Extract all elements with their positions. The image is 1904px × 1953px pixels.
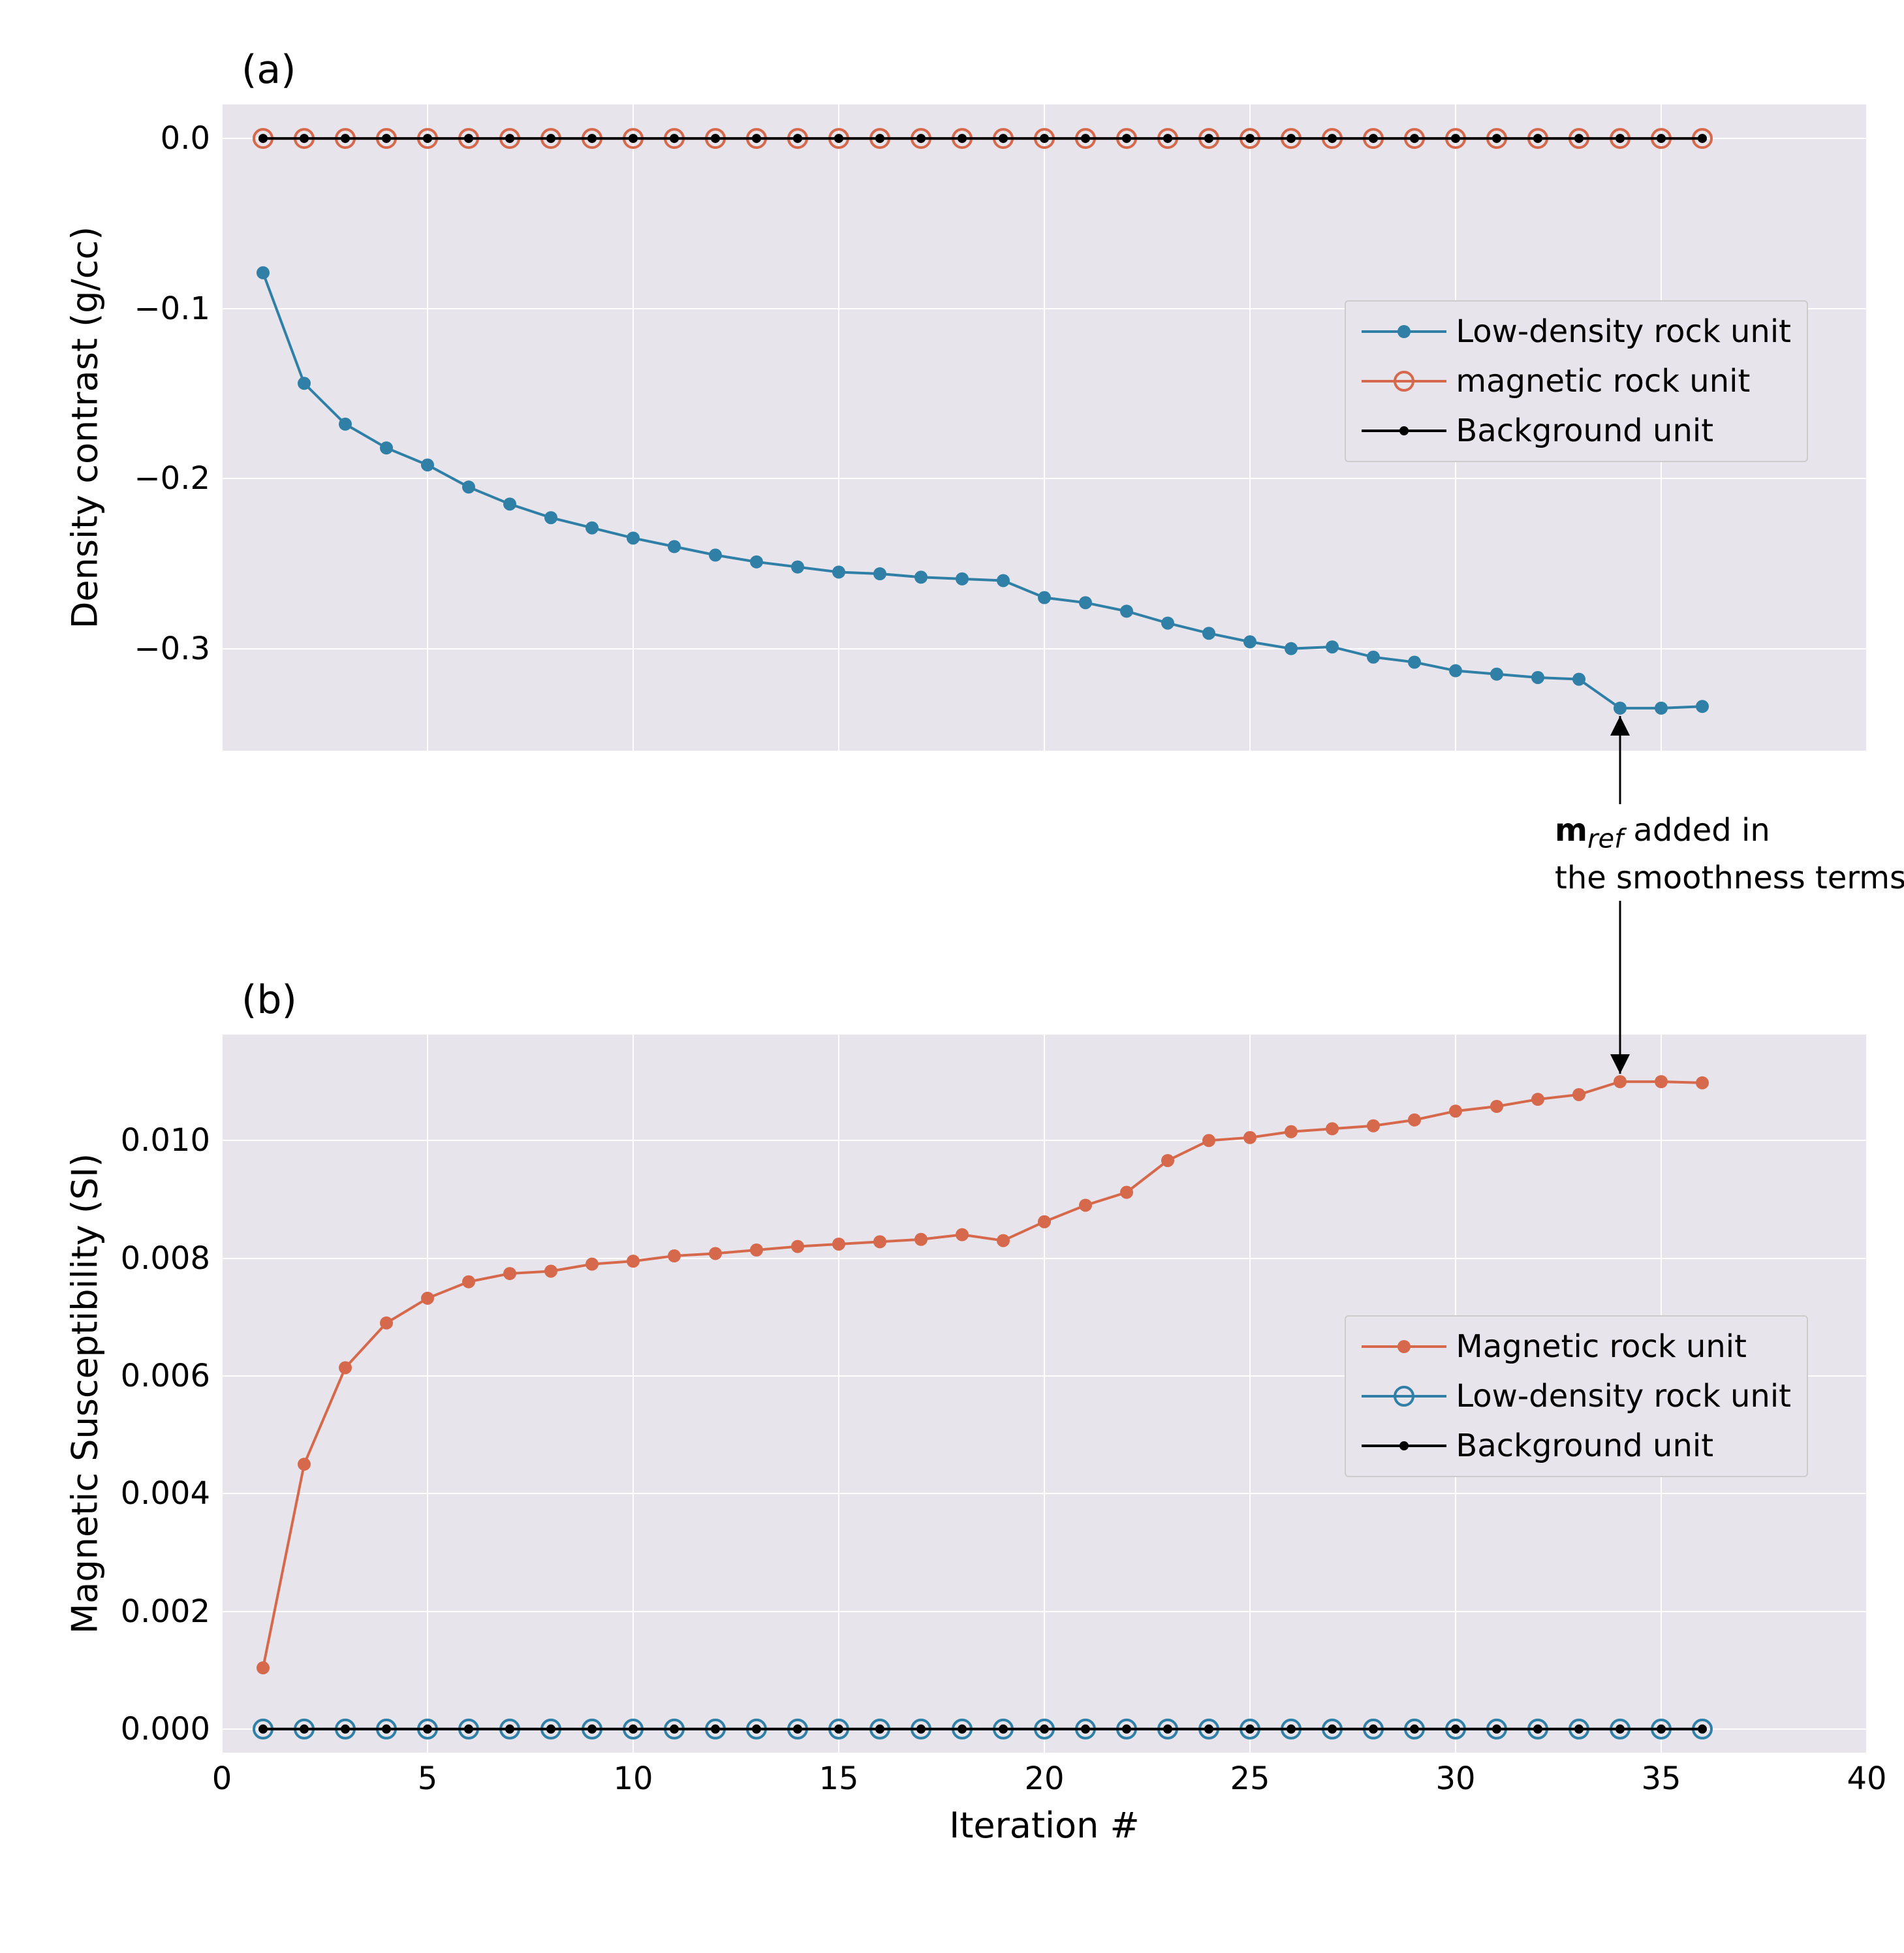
xtick-label: 35 (1641, 1760, 1681, 1797)
y-axis-label: Density contrast (g/cc) (65, 227, 106, 629)
legend-label: Magnetic rock unit (1456, 1328, 1747, 1365)
xtick-label: 15 (819, 1760, 858, 1797)
legend-row: Low-density rock unit (1362, 1378, 1791, 1414)
legend-row: Low-density rock unit (1362, 313, 1791, 350)
ytick-label: −0.2 (134, 460, 210, 497)
panel_b: Magnetic rock unit Low-density rock unit B… (222, 1035, 1867, 1753)
x-axis-label: Iteration # (949, 1805, 1139, 1846)
legend-row: Background unit (1362, 413, 1791, 449)
ytick-label: −0.1 (134, 290, 210, 327)
legend-row: Magnetic rock unit (1362, 1328, 1791, 1365)
xtick-label: 30 (1435, 1760, 1475, 1797)
y-axis-label: Magnetic Susceptibility (SI) (65, 1153, 106, 1634)
ytick-label: 0.004 (121, 1475, 210, 1512)
legend-row: magnetic rock unit (1362, 363, 1791, 399)
xtick-label: 5 (418, 1760, 438, 1797)
xtick-label: 40 (1847, 1760, 1886, 1797)
legend-label: Low-density rock unit (1456, 313, 1791, 350)
legend-row: Background unit (1362, 1428, 1791, 1464)
legend: Low-density rock unit magnetic rock unit B… (1345, 300, 1808, 462)
ytick-label: 0.008 (121, 1240, 210, 1277)
xtick-label: 10 (613, 1760, 653, 1797)
ytick-label: 0.006 (121, 1358, 210, 1394)
legend-label: Background unit (1456, 1428, 1713, 1464)
legend-label: Background unit (1456, 413, 1713, 449)
panel-tag: (b) (242, 977, 297, 1023)
xtick-label: 20 (1024, 1760, 1064, 1797)
panel-tag: (a) (242, 47, 296, 93)
legend-label: Low-density rock unit (1456, 1378, 1791, 1414)
ytick-label: −0.3 (134, 631, 210, 667)
ytick-label: 0.000 (121, 1711, 210, 1747)
legend: Magnetic rock unit Low-density rock unit B… (1345, 1315, 1808, 1477)
ytick-label: 0.010 (121, 1122, 210, 1159)
annotation-text: mref added inthe smoothness terms (1555, 809, 1904, 899)
ytick-label: 0.002 (121, 1593, 210, 1630)
xtick-label: 25 (1230, 1760, 1270, 1797)
legend-label: magnetic rock unit (1456, 363, 1750, 399)
panel_a: Low-density rock unit magnetic rock unit B… (222, 104, 1867, 751)
ytick-label: 0.0 (161, 120, 210, 157)
xtick-label: 0 (212, 1760, 232, 1797)
